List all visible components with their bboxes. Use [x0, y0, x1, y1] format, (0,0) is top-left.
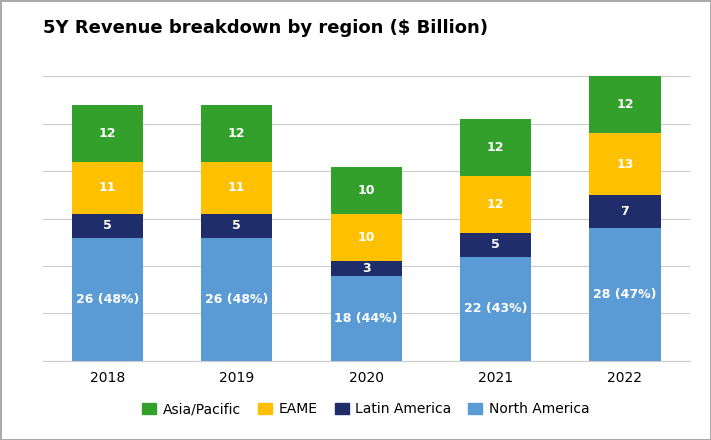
Text: 11: 11 — [228, 181, 245, 194]
Text: 10: 10 — [358, 184, 375, 197]
Text: 7: 7 — [621, 205, 629, 218]
Bar — [201, 162, 272, 214]
Bar — [589, 133, 661, 195]
Text: 28 (47%): 28 (47%) — [593, 288, 657, 301]
Text: 5Y Revenue breakdown by region ($ Billion): 5Y Revenue breakdown by region ($ Billio… — [43, 19, 488, 37]
Text: 26 (48%): 26 (48%) — [205, 293, 269, 306]
Bar — [201, 105, 272, 162]
Bar — [589, 228, 661, 361]
Bar — [460, 119, 531, 176]
Bar — [72, 105, 143, 162]
Text: 22 (43%): 22 (43%) — [464, 302, 528, 315]
Text: 18 (44%): 18 (44%) — [334, 312, 398, 325]
Text: 11: 11 — [99, 181, 116, 194]
Text: 12: 12 — [99, 127, 116, 140]
Text: 12: 12 — [616, 99, 634, 111]
Bar — [589, 195, 661, 228]
Bar — [331, 166, 402, 214]
Text: 5: 5 — [232, 219, 241, 232]
Text: 26 (48%): 26 (48%) — [75, 293, 139, 306]
Text: 12: 12 — [487, 198, 504, 211]
Text: 3: 3 — [362, 262, 370, 275]
Text: 13: 13 — [616, 158, 634, 171]
Text: 12: 12 — [228, 127, 245, 140]
Bar — [72, 162, 143, 214]
Text: 5: 5 — [103, 219, 112, 232]
Bar — [589, 77, 661, 133]
Text: 12: 12 — [487, 141, 504, 154]
Bar — [72, 238, 143, 361]
Legend: Asia/Pacific, EAME, Latin America, North America: Asia/Pacific, EAME, Latin America, North… — [137, 396, 595, 422]
Bar — [460, 176, 531, 233]
Bar — [460, 233, 531, 257]
Text: 10: 10 — [358, 231, 375, 244]
Bar — [460, 257, 531, 361]
Bar — [331, 261, 402, 275]
Bar — [331, 214, 402, 261]
Text: 5: 5 — [491, 238, 500, 251]
Bar — [72, 214, 143, 238]
Bar — [201, 238, 272, 361]
Bar — [201, 214, 272, 238]
Bar — [331, 275, 402, 361]
